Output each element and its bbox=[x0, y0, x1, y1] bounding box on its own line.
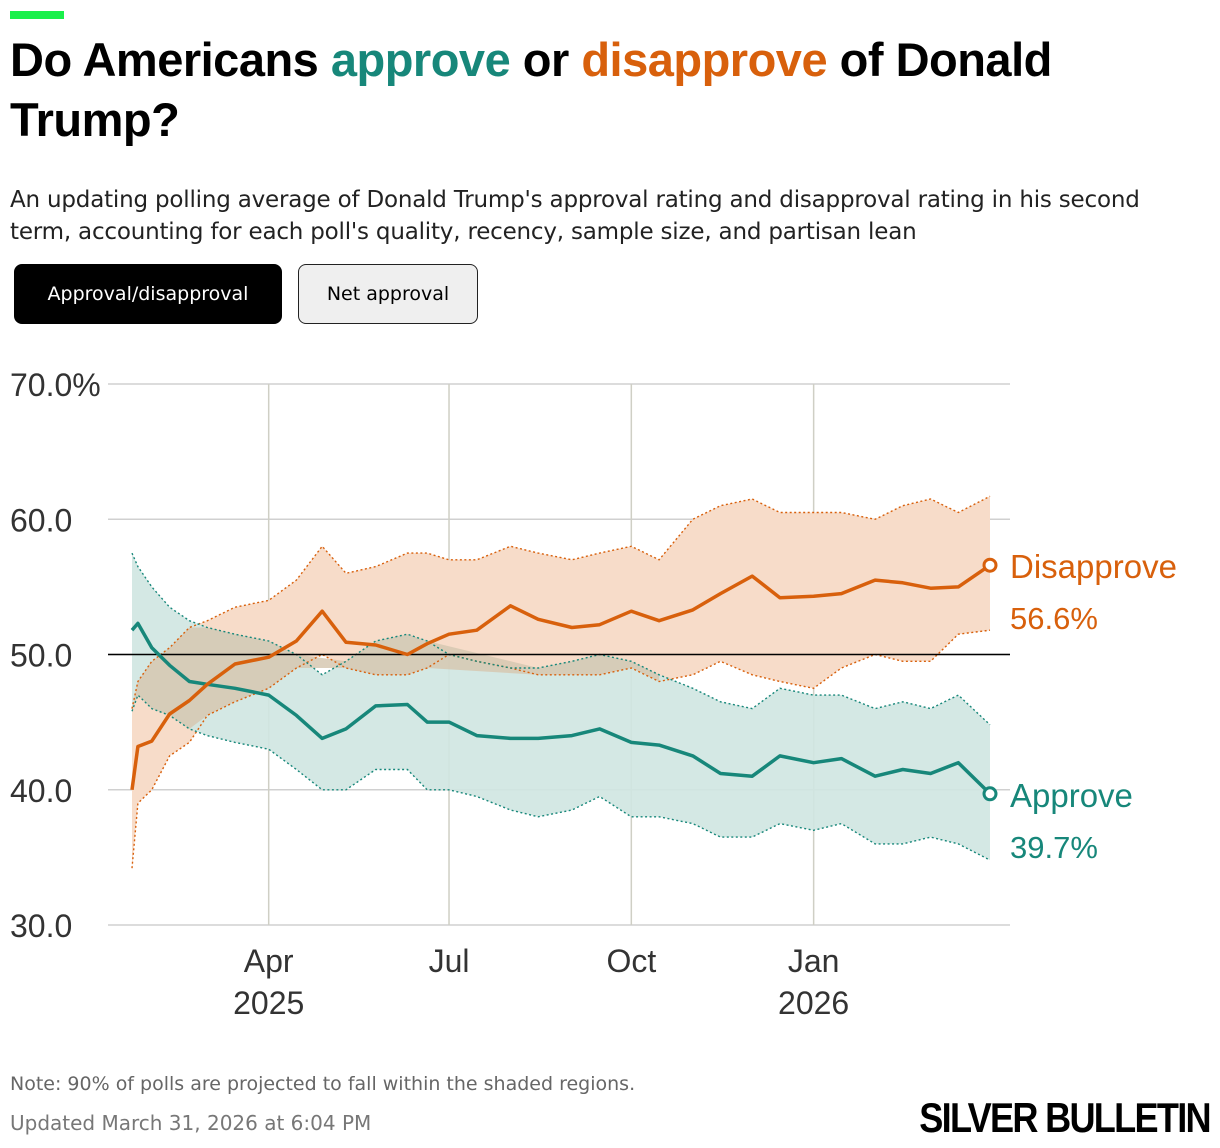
disapprove-line bbox=[130, 563, 991, 791]
title-approve: approve bbox=[330, 33, 511, 86]
approve-line bbox=[130, 621, 992, 796]
toggle-net-approval[interactable]: Net approval bbox=[298, 264, 478, 324]
title-mid: or bbox=[510, 33, 582, 86]
y-tick-label: 50.0 bbox=[10, 638, 72, 674]
y-tick-label: 40.0 bbox=[10, 773, 72, 809]
approve-band-lower-edge bbox=[131, 693, 991, 861]
disapprove-band-upper-edge bbox=[131, 495, 991, 709]
x-tick-year-label: 2025 bbox=[233, 985, 304, 1021]
title-disapprove: disapprove bbox=[581, 33, 828, 86]
toggle-approval-disapproval[interactable]: Approval/disapproval bbox=[14, 264, 282, 324]
updated-timestamp: Updated March 31, 2026 at 6:04 PM bbox=[10, 1111, 372, 1135]
brand-logo: SILVER BULLETIN bbox=[919, 1094, 1211, 1141]
disapprove-band bbox=[132, 496, 990, 869]
accent-bar bbox=[10, 11, 64, 19]
approve-end-marker bbox=[982, 786, 998, 802]
page-subtitle: An updating polling average of Donald Tr… bbox=[10, 187, 1140, 245]
approve-end-label: Approve bbox=[1010, 777, 1133, 814]
approve-band-upper-edge bbox=[131, 552, 991, 726]
disapprove-end-label: Disapprove bbox=[1010, 548, 1177, 585]
approval-chart: 70.0% 60.0 50.0 40.0 30.0 Apr 2025 Jul Oct Jan 202… bbox=[10, 367, 1177, 1021]
x-tick-label: Oct bbox=[606, 943, 656, 979]
y-tick-label: 30.0 bbox=[10, 908, 72, 944]
approve-end-value: 39.7% bbox=[1010, 830, 1098, 865]
overlap-band bbox=[132, 627, 660, 729]
y-tick-label: 70.0% bbox=[10, 367, 101, 403]
x-tick-year-label: 2026 bbox=[778, 985, 849, 1021]
x-tick-label: Jan bbox=[788, 943, 840, 979]
page-title: Do Americans approve or disapprove of Do… bbox=[10, 30, 1190, 150]
disapprove-end-value: 56.6% bbox=[1010, 601, 1098, 636]
approve-band bbox=[132, 553, 990, 861]
x-tick-label: Jul bbox=[429, 943, 470, 979]
title-part2: of Donald Trump? bbox=[10, 33, 1052, 146]
title-part1: Do Americans bbox=[10, 33, 331, 86]
x-tick-label: Apr bbox=[244, 943, 294, 979]
y-tick-label: 60.0 bbox=[10, 502, 72, 538]
footer-note: Note: 90% of polls are projected to fall… bbox=[10, 1073, 636, 1095]
disapprove-end-marker bbox=[982, 557, 998, 573]
